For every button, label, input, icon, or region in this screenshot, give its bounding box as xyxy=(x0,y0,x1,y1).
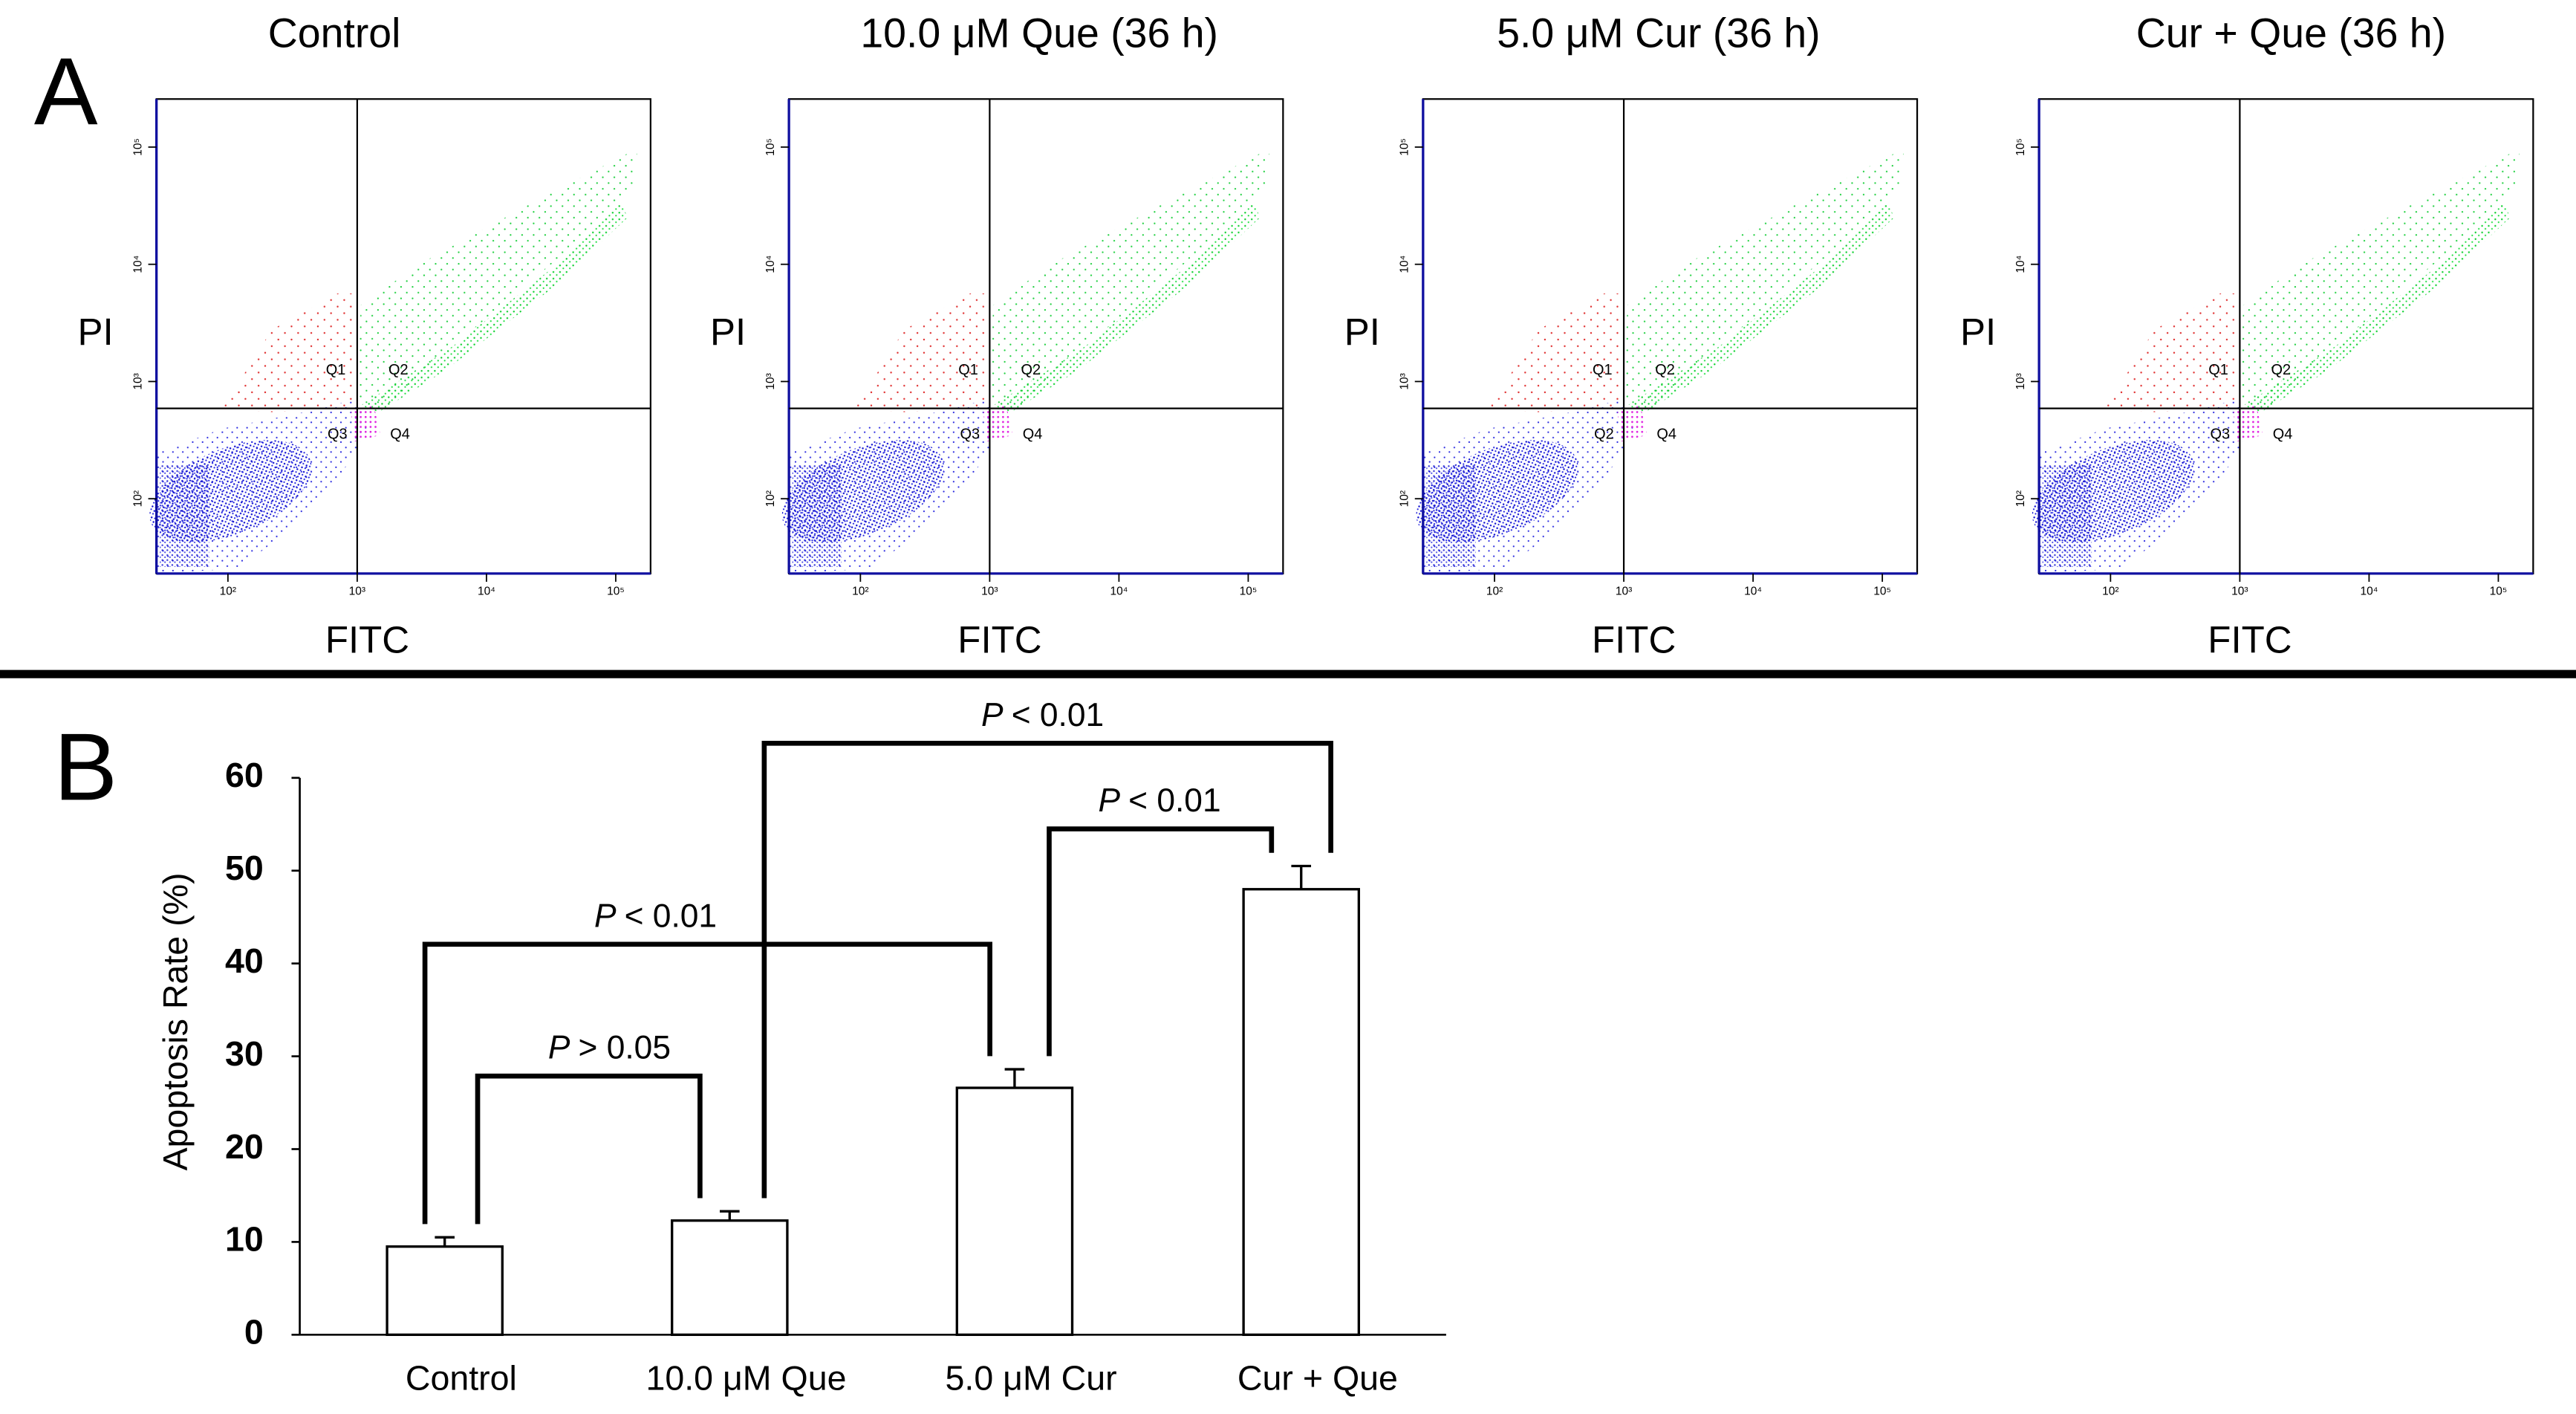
quadrant-label: Q3 xyxy=(328,426,348,442)
y-tick-label: 30 xyxy=(225,1034,264,1073)
y-tick-label: 10² xyxy=(764,490,777,507)
bar xyxy=(955,1086,1074,1336)
significance-bracket xyxy=(761,740,1333,1199)
y-tick-label: 10⁵ xyxy=(131,138,144,156)
x-tick-label: 10⁵ xyxy=(1240,585,1258,597)
x-axis-label: FITC xyxy=(2208,618,2292,661)
p-symbol: P xyxy=(548,1029,570,1066)
x-tick-label: 5.0 μM Cur xyxy=(946,1359,1117,1398)
x-tick-label: 10⁵ xyxy=(607,585,625,597)
quadrant-label: Q3 xyxy=(960,426,980,442)
y-tick-label: 20 xyxy=(225,1127,264,1166)
y-tick-label: 10² xyxy=(2014,490,2027,507)
dot-cloud xyxy=(134,148,638,574)
y-tick-label: 40 xyxy=(225,941,264,980)
y-tick-label: 10³ xyxy=(1399,373,1411,389)
x-tick-label: 10² xyxy=(220,585,236,597)
x-tick-label: 10² xyxy=(852,585,868,597)
x-axis-label: FITC xyxy=(325,618,409,661)
p-relation: < 0.01 xyxy=(625,898,717,934)
y-tick-label: 10² xyxy=(1399,490,1411,507)
x-tick-label: 10⁴ xyxy=(2360,585,2378,597)
significance-bracket xyxy=(1047,826,1275,1057)
x-tick-label: 10³ xyxy=(1616,585,1632,597)
quadrant-label: Q1 xyxy=(1593,362,1613,378)
y-tick-label: 10² xyxy=(131,490,144,507)
y-tick-label: 10⁴ xyxy=(2014,256,2027,273)
y-tick-label: 10⁵ xyxy=(764,138,777,156)
chart-title: 10.0 μM Que (36 h) xyxy=(860,10,1218,56)
p-symbol: P xyxy=(981,697,1004,733)
quadrant-label: Q2 xyxy=(1021,362,1041,378)
quadrant-label: Q1 xyxy=(326,362,346,378)
y-tick-label: 10³ xyxy=(764,373,777,389)
x-tick-label: 10⁴ xyxy=(1110,585,1128,597)
quadrant-label: Q2 xyxy=(1594,426,1614,442)
panel-label: B xyxy=(53,714,117,820)
x-tick-label: 10² xyxy=(1486,585,1503,597)
x-tick-label: Cur + Que xyxy=(1237,1359,1398,1398)
chart-title: Control xyxy=(268,10,401,56)
x-axis-label: FITC xyxy=(957,618,1041,661)
quadrant-label: Q4 xyxy=(1656,426,1676,442)
quadrant-label: Q4 xyxy=(2273,426,2293,442)
quadrant-label: Q2 xyxy=(388,362,409,378)
y-axis-label: PI xyxy=(1960,311,1996,353)
y-tick-label: 10³ xyxy=(131,373,144,389)
quadrant-label: Q2 xyxy=(1655,362,1675,378)
p-symbol: P xyxy=(1098,782,1120,819)
x-tick-label: Control xyxy=(406,1359,517,1398)
y-tick-label: 10⁵ xyxy=(1399,138,1411,156)
significance-bracket xyxy=(422,941,992,1225)
x-axis-label: FITC xyxy=(1592,618,1676,661)
y-tick-label: 10³ xyxy=(2014,373,2027,389)
dot-cloud xyxy=(767,148,1270,574)
significance-label: P < 0.01 xyxy=(981,697,1104,733)
bar xyxy=(386,1245,504,1336)
quadrant-label: Q4 xyxy=(1023,426,1043,442)
quadrant-label: Q1 xyxy=(2208,362,2228,378)
x-tick-label: 10⁵ xyxy=(1873,585,1891,597)
bar xyxy=(671,1219,789,1336)
y-tick-label: 10 xyxy=(225,1220,264,1259)
y-tick-label: 60 xyxy=(225,756,264,794)
p-relation: < 0.01 xyxy=(1012,697,1104,733)
x-tick-label: 10³ xyxy=(2231,585,2248,597)
y-tick-label: 10⁵ xyxy=(2014,138,2027,156)
significance-label: P > 0.05 xyxy=(548,1029,671,1066)
bar xyxy=(1242,888,1361,1336)
y-tick-label: 0 xyxy=(244,1313,264,1352)
significance-label: P < 0.01 xyxy=(594,898,717,934)
panel-label: A xyxy=(34,39,98,145)
x-tick-label: 10⁴ xyxy=(1744,585,1762,597)
dot-cloud xyxy=(2017,148,2520,574)
p-symbol: P xyxy=(594,898,617,934)
dot-cloud xyxy=(1402,148,1905,574)
y-axis-label: Apoptosis Rate (%) xyxy=(156,873,195,1171)
chart-title: Cur + Que (36 h) xyxy=(2136,10,2446,56)
x-tick-label: 10³ xyxy=(981,585,998,597)
x-tick-label: 10³ xyxy=(349,585,365,597)
y-tick-label: 10⁴ xyxy=(764,256,777,273)
y-tick-label: 50 xyxy=(225,849,264,887)
y-axis-label: PI xyxy=(78,311,114,353)
quadrant-label: Q4 xyxy=(390,426,410,442)
y-axis-label: PI xyxy=(710,311,746,353)
x-tick-label: 10⁵ xyxy=(2490,585,2508,597)
quadrant-label: Q3 xyxy=(2210,426,2230,442)
x-tick-label: 10² xyxy=(2102,585,2118,597)
p-relation: < 0.01 xyxy=(1128,782,1220,819)
significance-label: P < 0.01 xyxy=(1098,782,1220,819)
y-axis-label: PI xyxy=(1344,311,1380,353)
quadrant-label: Q1 xyxy=(958,362,978,378)
p-relation: > 0.05 xyxy=(579,1029,671,1066)
x-tick-label: 10.0 μM Que xyxy=(645,1359,846,1398)
x-tick-label: 10⁴ xyxy=(478,585,495,597)
y-tick-label: 10⁴ xyxy=(1399,256,1411,273)
chart-title: 5.0 μM Cur (36 h) xyxy=(1497,10,1820,56)
y-tick-label: 10⁴ xyxy=(131,256,144,273)
quadrant-label: Q2 xyxy=(2271,362,2292,378)
significance-bracket xyxy=(475,1073,703,1225)
